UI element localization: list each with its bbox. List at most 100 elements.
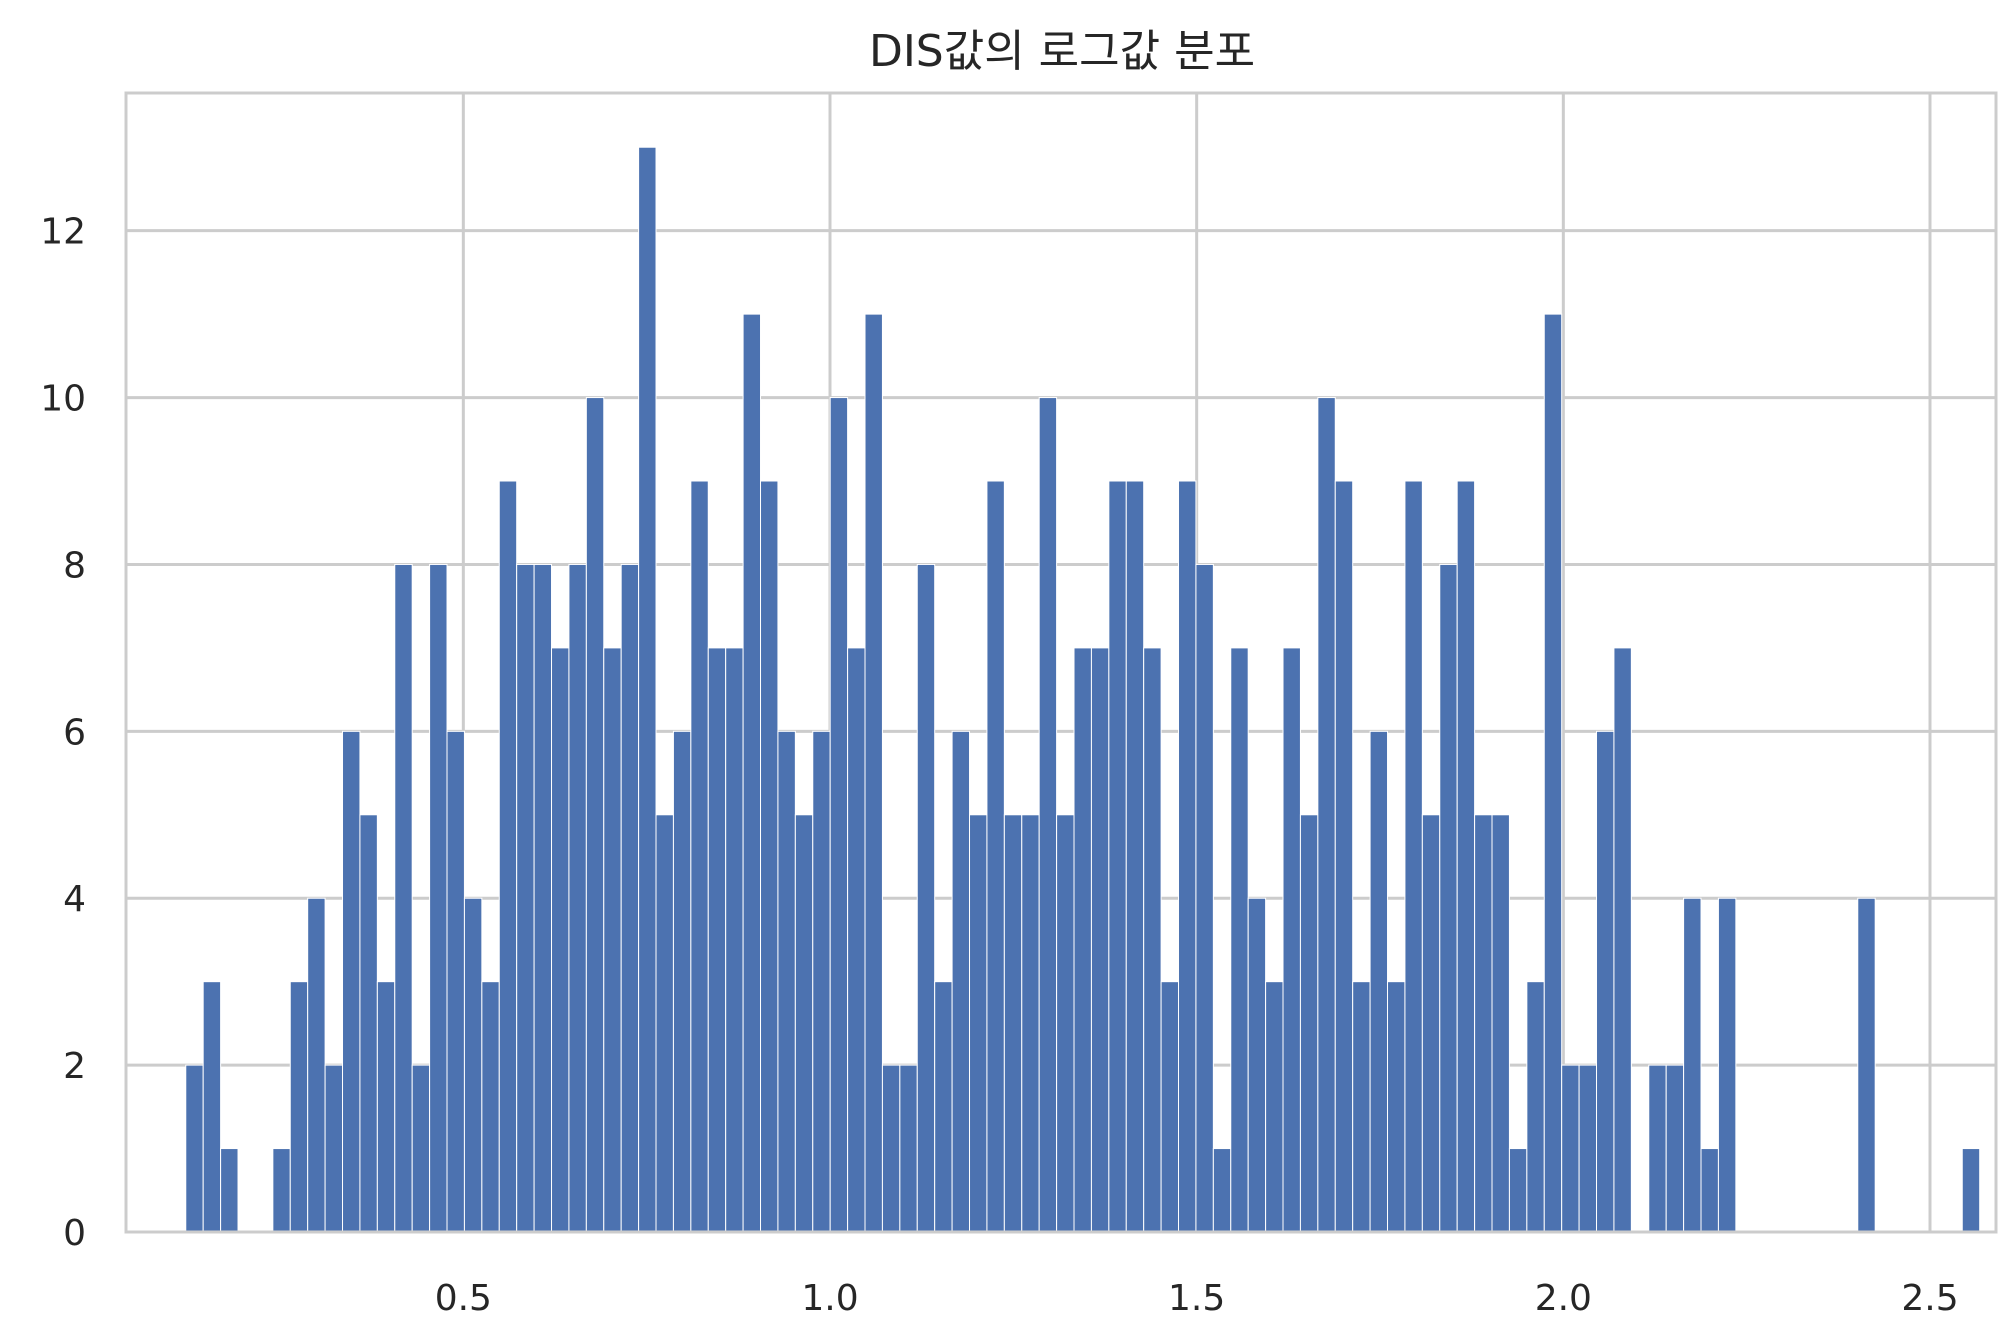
histogram-bar xyxy=(1108,480,1127,1233)
histogram-bar xyxy=(568,563,587,1233)
histogram-bar xyxy=(1387,981,1406,1233)
histogram-bar xyxy=(1717,897,1737,1233)
histogram-bar xyxy=(603,647,622,1233)
histogram-bar xyxy=(934,981,953,1233)
histogram-bar xyxy=(446,730,465,1233)
histogram-bar xyxy=(359,814,378,1233)
histogram-bar xyxy=(202,981,222,1233)
histogram-bar xyxy=(272,1148,291,1233)
histogram-bar xyxy=(481,981,500,1233)
histogram-bar xyxy=(969,814,988,1233)
x-tick-label: 0.5 xyxy=(435,1278,492,1319)
histogram-bar xyxy=(1700,1148,1719,1233)
y-tick-label: 4 xyxy=(63,879,86,920)
histogram-bar xyxy=(429,563,448,1233)
histogram-bar xyxy=(864,313,883,1233)
x-tick-label: 1.0 xyxy=(801,1278,858,1319)
y-axis-ticks: 0 2 4 6 8 10 12 xyxy=(40,212,86,1254)
histogram-bar xyxy=(498,480,518,1233)
histogram-bar xyxy=(1021,814,1040,1233)
histogram-bar xyxy=(289,981,309,1233)
y-tick-label: 6 xyxy=(63,712,86,753)
histogram-bar xyxy=(220,1148,239,1233)
histogram-bar xyxy=(1421,814,1441,1233)
histogram-bar xyxy=(533,563,553,1233)
chart-title: DIS값의 로그값 분포 xyxy=(869,26,1255,77)
histogram-bar xyxy=(1648,1064,1667,1233)
histogram-bar xyxy=(951,730,971,1233)
x-tick-label: 1.5 xyxy=(1168,1278,1225,1319)
histogram-bar xyxy=(1596,730,1615,1233)
histogram-bar xyxy=(1038,397,1058,1233)
histogram-bar xyxy=(1299,814,1319,1233)
histogram-bar xyxy=(1247,897,1267,1233)
histogram-bar xyxy=(760,480,779,1233)
histogram-bar xyxy=(1003,814,1023,1233)
histogram-bar xyxy=(307,897,326,1233)
histogram-bar xyxy=(847,647,866,1233)
histogram-bar xyxy=(1474,814,1493,1233)
histogram-bar xyxy=(1526,981,1545,1233)
histogram-bar xyxy=(1090,647,1110,1233)
histogram-bar xyxy=(672,730,692,1233)
y-tick-label: 10 xyxy=(40,379,86,420)
histogram-bar xyxy=(1404,480,1423,1233)
histogram-bar xyxy=(551,647,570,1233)
histogram-bar xyxy=(1578,1064,1598,1233)
histogram-bar xyxy=(1195,563,1214,1233)
histogram-bar xyxy=(585,397,605,1233)
histogram-bar xyxy=(516,563,535,1233)
histogram-bar xyxy=(376,981,396,1233)
histogram-bar xyxy=(1352,981,1371,1233)
histogram-bar xyxy=(1125,480,1145,1233)
histogram-bar xyxy=(1613,647,1632,1233)
histogram-bar xyxy=(324,1064,344,1233)
histogram-bar xyxy=(1334,480,1354,1233)
histogram-bar xyxy=(411,1064,431,1233)
histogram-bar xyxy=(1456,480,1476,1233)
histogram-bar xyxy=(185,1064,204,1233)
histogram-bar xyxy=(794,814,814,1233)
histogram-bar xyxy=(1282,647,1301,1233)
histogram-bar xyxy=(463,897,483,1233)
histogram-bar xyxy=(1439,563,1458,1233)
plot-frame xyxy=(124,91,1998,1234)
histogram-bar xyxy=(986,480,1005,1233)
histogram-bar xyxy=(655,814,674,1233)
histogram-bar xyxy=(342,730,361,1233)
histogram-bar xyxy=(707,647,727,1233)
histogram-bar xyxy=(1491,814,1510,1233)
x-tick-label: 2.0 xyxy=(1535,1278,1592,1319)
histogram-bar xyxy=(1683,897,1702,1233)
histogram-bar xyxy=(1508,1148,1528,1233)
histogram-bar xyxy=(1561,1064,1580,1233)
histogram-bar xyxy=(638,146,657,1233)
x-tick-label: 2.5 xyxy=(1901,1278,1958,1319)
histogram-bar xyxy=(1857,897,1876,1233)
histogram-bar xyxy=(1160,981,1180,1233)
y-tick-label: 2 xyxy=(63,1046,86,1087)
histogram-bar xyxy=(1073,647,1092,1233)
histogram-bar xyxy=(394,563,413,1233)
histogram-bar xyxy=(916,563,936,1233)
histogram-bar xyxy=(620,563,640,1233)
histogram-bar xyxy=(1230,647,1249,1233)
histogram-bar xyxy=(1143,647,1162,1233)
histogram-bar xyxy=(1317,397,1336,1233)
histogram-bar xyxy=(881,1064,901,1233)
histogram-bar xyxy=(742,313,762,1233)
histogram-bar xyxy=(1665,1064,1685,1233)
x-axis-ticks: 0.5 1.0 1.5 2.0 2.5 xyxy=(435,1278,1959,1319)
histogram-bar xyxy=(812,730,831,1233)
histogram-bar xyxy=(899,1064,918,1233)
y-tick-label: 8 xyxy=(63,545,86,586)
histogram-bar xyxy=(777,730,796,1233)
bars xyxy=(185,146,1981,1233)
histogram-bar xyxy=(829,397,849,1233)
histogram-bar xyxy=(1961,1148,1981,1233)
histogram-bar xyxy=(1369,730,1389,1233)
histogram-bar xyxy=(1543,313,1563,1233)
histogram-bar xyxy=(1056,814,1075,1233)
y-tick-label: 0 xyxy=(63,1213,86,1254)
